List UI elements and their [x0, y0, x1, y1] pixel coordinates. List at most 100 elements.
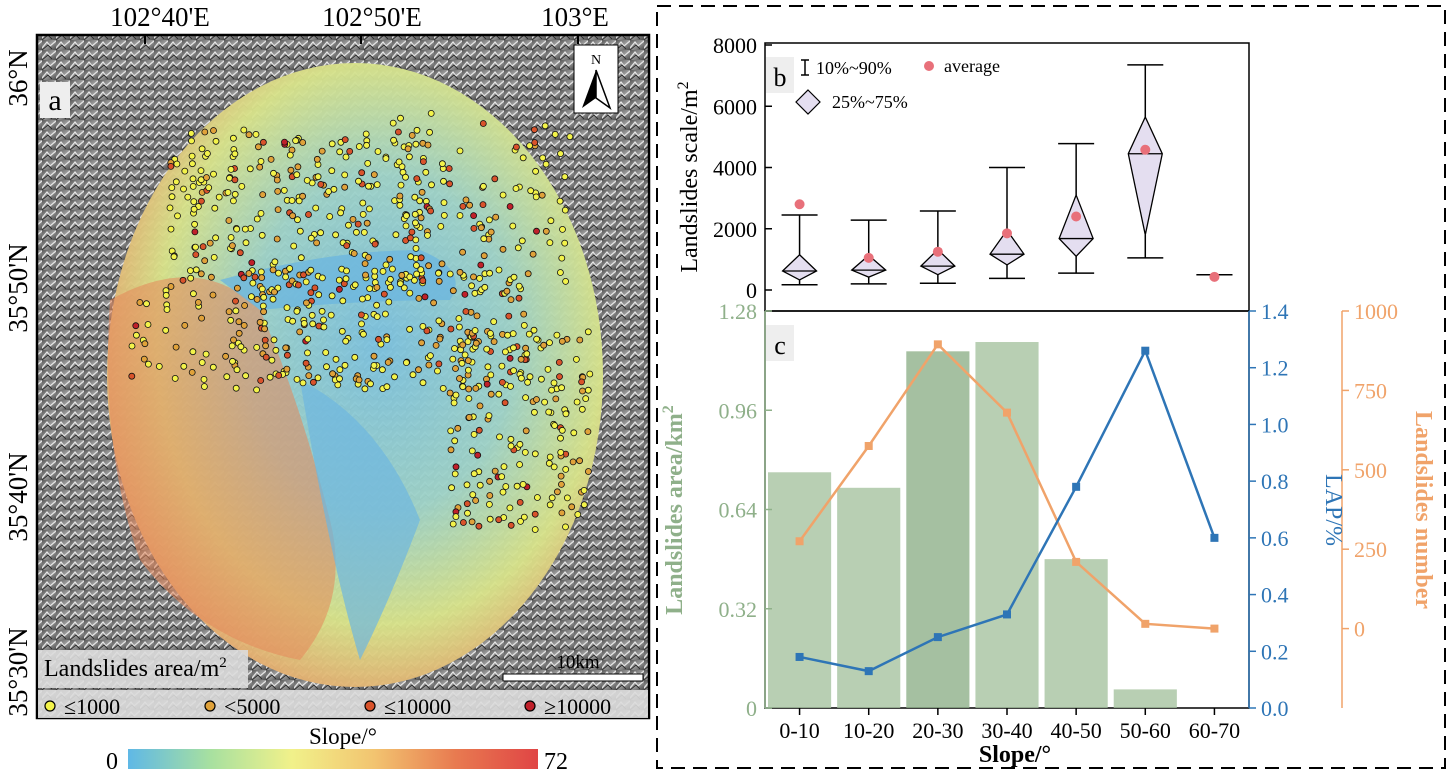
landslide-point	[358, 295, 366, 303]
number-ytick-label: 1000	[1354, 299, 1398, 324]
landslide-point	[222, 352, 230, 360]
panel-c-lap-ylabel: LAP/%	[1320, 474, 1346, 546]
landslide-point	[520, 321, 528, 329]
legend-marker	[524, 700, 536, 712]
landslide-point	[418, 339, 426, 347]
landslide-point	[449, 355, 457, 363]
landslide-point	[245, 270, 253, 277]
landslide-point	[318, 147, 326, 155]
landslide-point	[207, 273, 215, 281]
box-0-10	[781, 199, 818, 286]
panel-b-legend: 10%~90% average 25%~75%	[795, 56, 1000, 115]
series-point	[1210, 624, 1219, 633]
landslide-point	[172, 178, 180, 186]
landslide-point	[507, 382, 514, 390]
landslide-point	[519, 480, 527, 488]
landslide-point	[271, 258, 279, 266]
landslide-point	[480, 235, 488, 243]
landslide-point	[283, 365, 291, 373]
landslide-point	[181, 321, 189, 329]
landslide-point	[215, 193, 223, 201]
landslide-point	[491, 175, 499, 183]
landslide-point	[579, 387, 586, 395]
landslide-point	[412, 244, 420, 252]
landslide-point	[564, 494, 571, 502]
landslide-point	[240, 126, 248, 134]
landslide-point	[476, 481, 484, 489]
landslide-point	[456, 268, 464, 276]
series-point	[1141, 619, 1150, 628]
landslide-point	[558, 426, 566, 434]
landslide-point	[162, 326, 170, 334]
landslide-point	[578, 378, 585, 386]
landslide-point	[231, 190, 239, 198]
landslide-point	[459, 248, 467, 256]
landslide-point	[423, 327, 431, 335]
landslide-point	[327, 311, 335, 319]
average-point	[1140, 144, 1151, 155]
landslide-point	[412, 261, 420, 269]
landslide-point	[262, 353, 270, 361]
landslide-point	[499, 245, 507, 253]
landslide-point	[483, 380, 491, 388]
area-bar-30-40	[975, 342, 1039, 708]
landslide-point	[515, 294, 523, 302]
landslide-point	[189, 348, 197, 356]
landslide-point	[382, 261, 390, 269]
landslide-point	[370, 171, 378, 179]
landslide-point	[174, 212, 181, 220]
landslide-point	[526, 373, 534, 381]
legend-items-box	[38, 690, 648, 718]
legend-label: ≥10000	[544, 694, 611, 719]
legend-label: ≤10000	[384, 694, 451, 719]
landslide-point	[406, 289, 414, 297]
landslide-point	[365, 253, 372, 261]
landslide-point	[544, 365, 552, 373]
legend-title: Landslides area/m2	[44, 655, 227, 682]
landslide-point	[188, 137, 195, 145]
landslide-point	[405, 153, 413, 161]
landslide-point	[452, 513, 460, 520]
landslide-point	[188, 160, 196, 168]
landslide-point	[343, 242, 351, 250]
average-point	[1002, 228, 1012, 239]
landslide-point	[309, 320, 317, 328]
landslide-point	[328, 292, 336, 300]
landslide-point	[296, 227, 304, 235]
landslide-point	[304, 349, 311, 357]
landslide-point	[525, 330, 533, 338]
landslide-point	[312, 204, 320, 212]
landslide-point	[424, 141, 432, 149]
lat-tick-4: 35°30'N	[3, 627, 33, 716]
landslide-point	[470, 212, 478, 220]
landslide-point	[317, 229, 325, 237]
landslide-point	[422, 168, 430, 176]
series-point	[1210, 533, 1219, 542]
landslide-point	[427, 207, 435, 215]
scale-bar	[502, 673, 644, 682]
landslide-point	[235, 318, 243, 326]
map-panel: 102°40'E 102°50'E 103°E 36°N 35°50'N 35°…	[3, 2, 651, 772]
landslide-point	[315, 291, 323, 299]
landslide-point	[211, 204, 219, 212]
landslide-point	[359, 330, 367, 338]
landslide-point	[355, 143, 363, 150]
landslide-point	[391, 373, 398, 381]
landslide-point	[490, 338, 498, 346]
landslide-point	[240, 274, 248, 282]
landslide-point	[407, 253, 415, 261]
box-10-20	[850, 219, 887, 285]
panel-c-number-ylabel: Landslides number	[1410, 411, 1436, 609]
landslide-point	[362, 130, 370, 138]
landslide-point	[558, 509, 566, 517]
landslide-point	[551, 422, 558, 429]
landslide-point	[576, 336, 584, 344]
landslide-point	[501, 348, 509, 356]
landslide-point	[191, 228, 199, 236]
landslide-point	[510, 367, 517, 375]
landslide-point	[229, 134, 237, 142]
landslide-point	[338, 327, 346, 335]
svg-text:N: N	[591, 53, 601, 68]
landslide-point	[512, 185, 520, 192]
landslide-point	[477, 261, 485, 269]
